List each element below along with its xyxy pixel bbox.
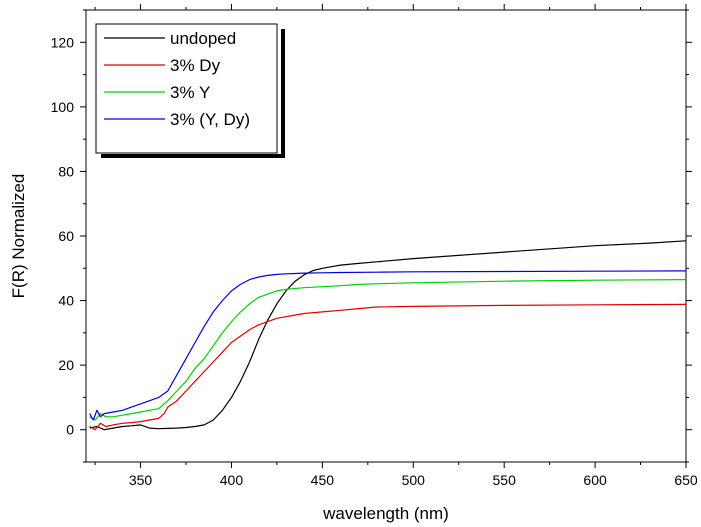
- legend: undoped 3% Dy 3% Y 3% (Y, Dy): [95, 23, 285, 158]
- axis-ticks: [80, 4, 692, 468]
- series-line-3: [89, 279, 686, 421]
- legend-label-4: 3% (Y, Dy): [170, 110, 250, 129]
- legend-shadow-bottom: [101, 154, 285, 158]
- x-tick-label: 450: [311, 472, 335, 488]
- y-tick-label: 60: [58, 228, 74, 244]
- legend-items: undoped 3% Dy 3% Y 3% (Y, Dy): [104, 29, 250, 129]
- series-lines: [89, 240, 686, 431]
- x-axis-title: wavelength (nm): [322, 504, 449, 523]
- legend-label-2: 3% Dy: [170, 56, 221, 75]
- y-tick-label: 80: [58, 163, 74, 179]
- y-tick-label: 0: [66, 422, 74, 438]
- y-axis-title: F(R) Normalized: [9, 174, 28, 299]
- legend-label-3: 3% Y: [170, 83, 210, 102]
- x-tick-label: 400: [220, 472, 244, 488]
- axis-tick-labels: 350 400 450 500 550 600 650 0 20 40 60 80 100 120: [51, 34, 698, 488]
- series-line-4: [89, 270, 686, 421]
- x-tick-label: 650: [674, 472, 698, 488]
- legend-box: [95, 23, 278, 154]
- series-line-1: [89, 240, 686, 431]
- series-line-2: [89, 303, 686, 431]
- legend-label-1: undoped: [170, 29, 236, 48]
- x-tick-label: 550: [493, 472, 517, 488]
- x-tick-label: 600: [583, 472, 607, 488]
- y-tick-label: 100: [51, 99, 75, 115]
- y-tick-label: 40: [58, 293, 74, 309]
- x-tick-label: 350: [129, 472, 153, 488]
- legend-shadow-right: [281, 29, 285, 158]
- x-tick-label: 500: [402, 472, 426, 488]
- y-tick-label: 20: [58, 357, 74, 373]
- y-tick-label: 120: [51, 34, 75, 50]
